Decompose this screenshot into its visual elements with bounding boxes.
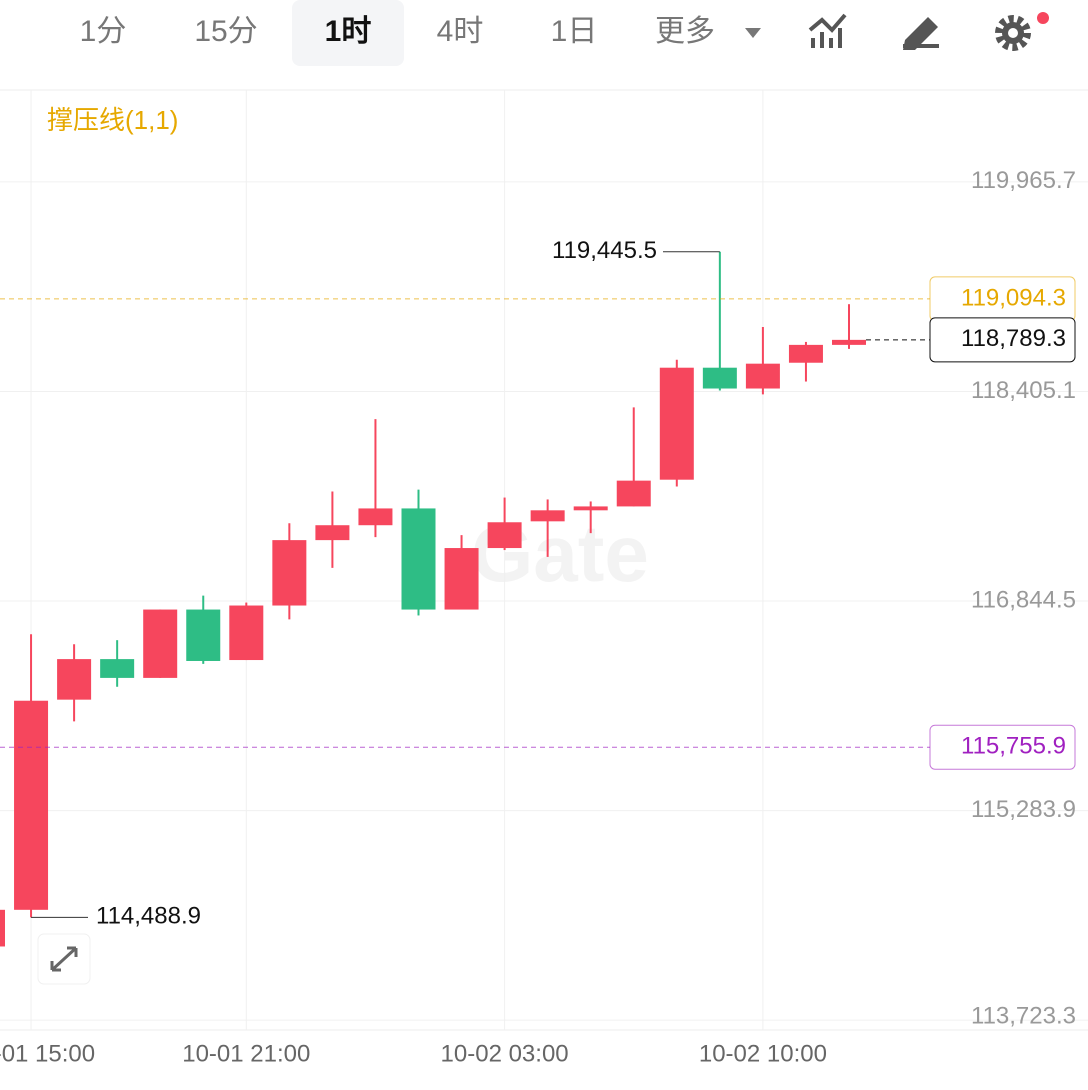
price-tag-label: 115,755.9: [961, 733, 1066, 760]
indicators-icon[interactable]: [808, 13, 847, 48]
candle-body: [186, 609, 221, 661]
candle-body: [143, 609, 178, 678]
settings-icon[interactable]: [995, 12, 1049, 51]
candle-body: [272, 540, 307, 606]
high-marker-label: 119,445.5: [552, 237, 657, 264]
timeframe-tab[interactable]: 1时: [325, 15, 372, 48]
y-tick-label: 119,965.7: [971, 167, 1076, 194]
expand-icon: [50, 946, 78, 972]
candle-body: [745, 363, 780, 389]
price-tag-label: 119,094.3: [961, 284, 1066, 311]
candle-body: [14, 700, 49, 910]
x-tick-label: 10-01 15:00: [0, 1040, 95, 1067]
candle-body: [315, 525, 350, 541]
draw-icon[interactable]: [903, 17, 939, 50]
candle-body: [229, 605, 264, 661]
x-tick-label: 10-02 10:00: [699, 1040, 827, 1067]
candle-body: [0, 909, 5, 947]
candle-body: [487, 522, 522, 549]
price-tag-label: 118,789.3: [961, 325, 1066, 352]
candle-body: [444, 548, 479, 610]
timeframe-tab[interactable]: 更多: [655, 15, 715, 48]
candle-body: [702, 367, 737, 389]
candle-body: [616, 480, 651, 507]
candle-body: [659, 367, 694, 480]
x-tick-label: 10-01 21:00: [182, 1040, 310, 1067]
y-tick-label: 116,844.5: [971, 586, 1076, 613]
timeframe-tab[interactable]: 1分: [80, 15, 127, 48]
candles: [0, 251, 866, 947]
candle-body: [401, 508, 436, 610]
low-marker-label: 114,488.9: [96, 903, 201, 930]
y-tick-label: 115,283.9: [971, 796, 1076, 823]
candle-body: [573, 506, 608, 511]
dropdown-arrow: [745, 28, 761, 38]
candle-body: [358, 508, 393, 526]
y-tick-label: 118,405.1: [971, 377, 1076, 404]
timeframe-tab[interactable]: 1日: [551, 15, 598, 48]
price-tag: [929, 724, 1076, 770]
candle-body: [832, 339, 866, 345]
notification-dot: [1037, 12, 1049, 24]
candle-body: [100, 659, 135, 678]
candle-body: [788, 344, 823, 363]
y-tick-label: 113,723.3: [971, 1002, 1076, 1029]
price-tag: [929, 317, 1076, 363]
timeframe-tab[interactable]: 4时: [437, 15, 484, 48]
tab-selected-bg: [292, 0, 404, 66]
x-tick-label: 10-02 03:00: [441, 1040, 569, 1067]
candle-body: [530, 510, 565, 522]
timeframe-tab[interactable]: 15分: [194, 15, 257, 48]
candle-body: [57, 659, 92, 700]
indicator-label: 撑压线(1,1): [47, 105, 178, 135]
